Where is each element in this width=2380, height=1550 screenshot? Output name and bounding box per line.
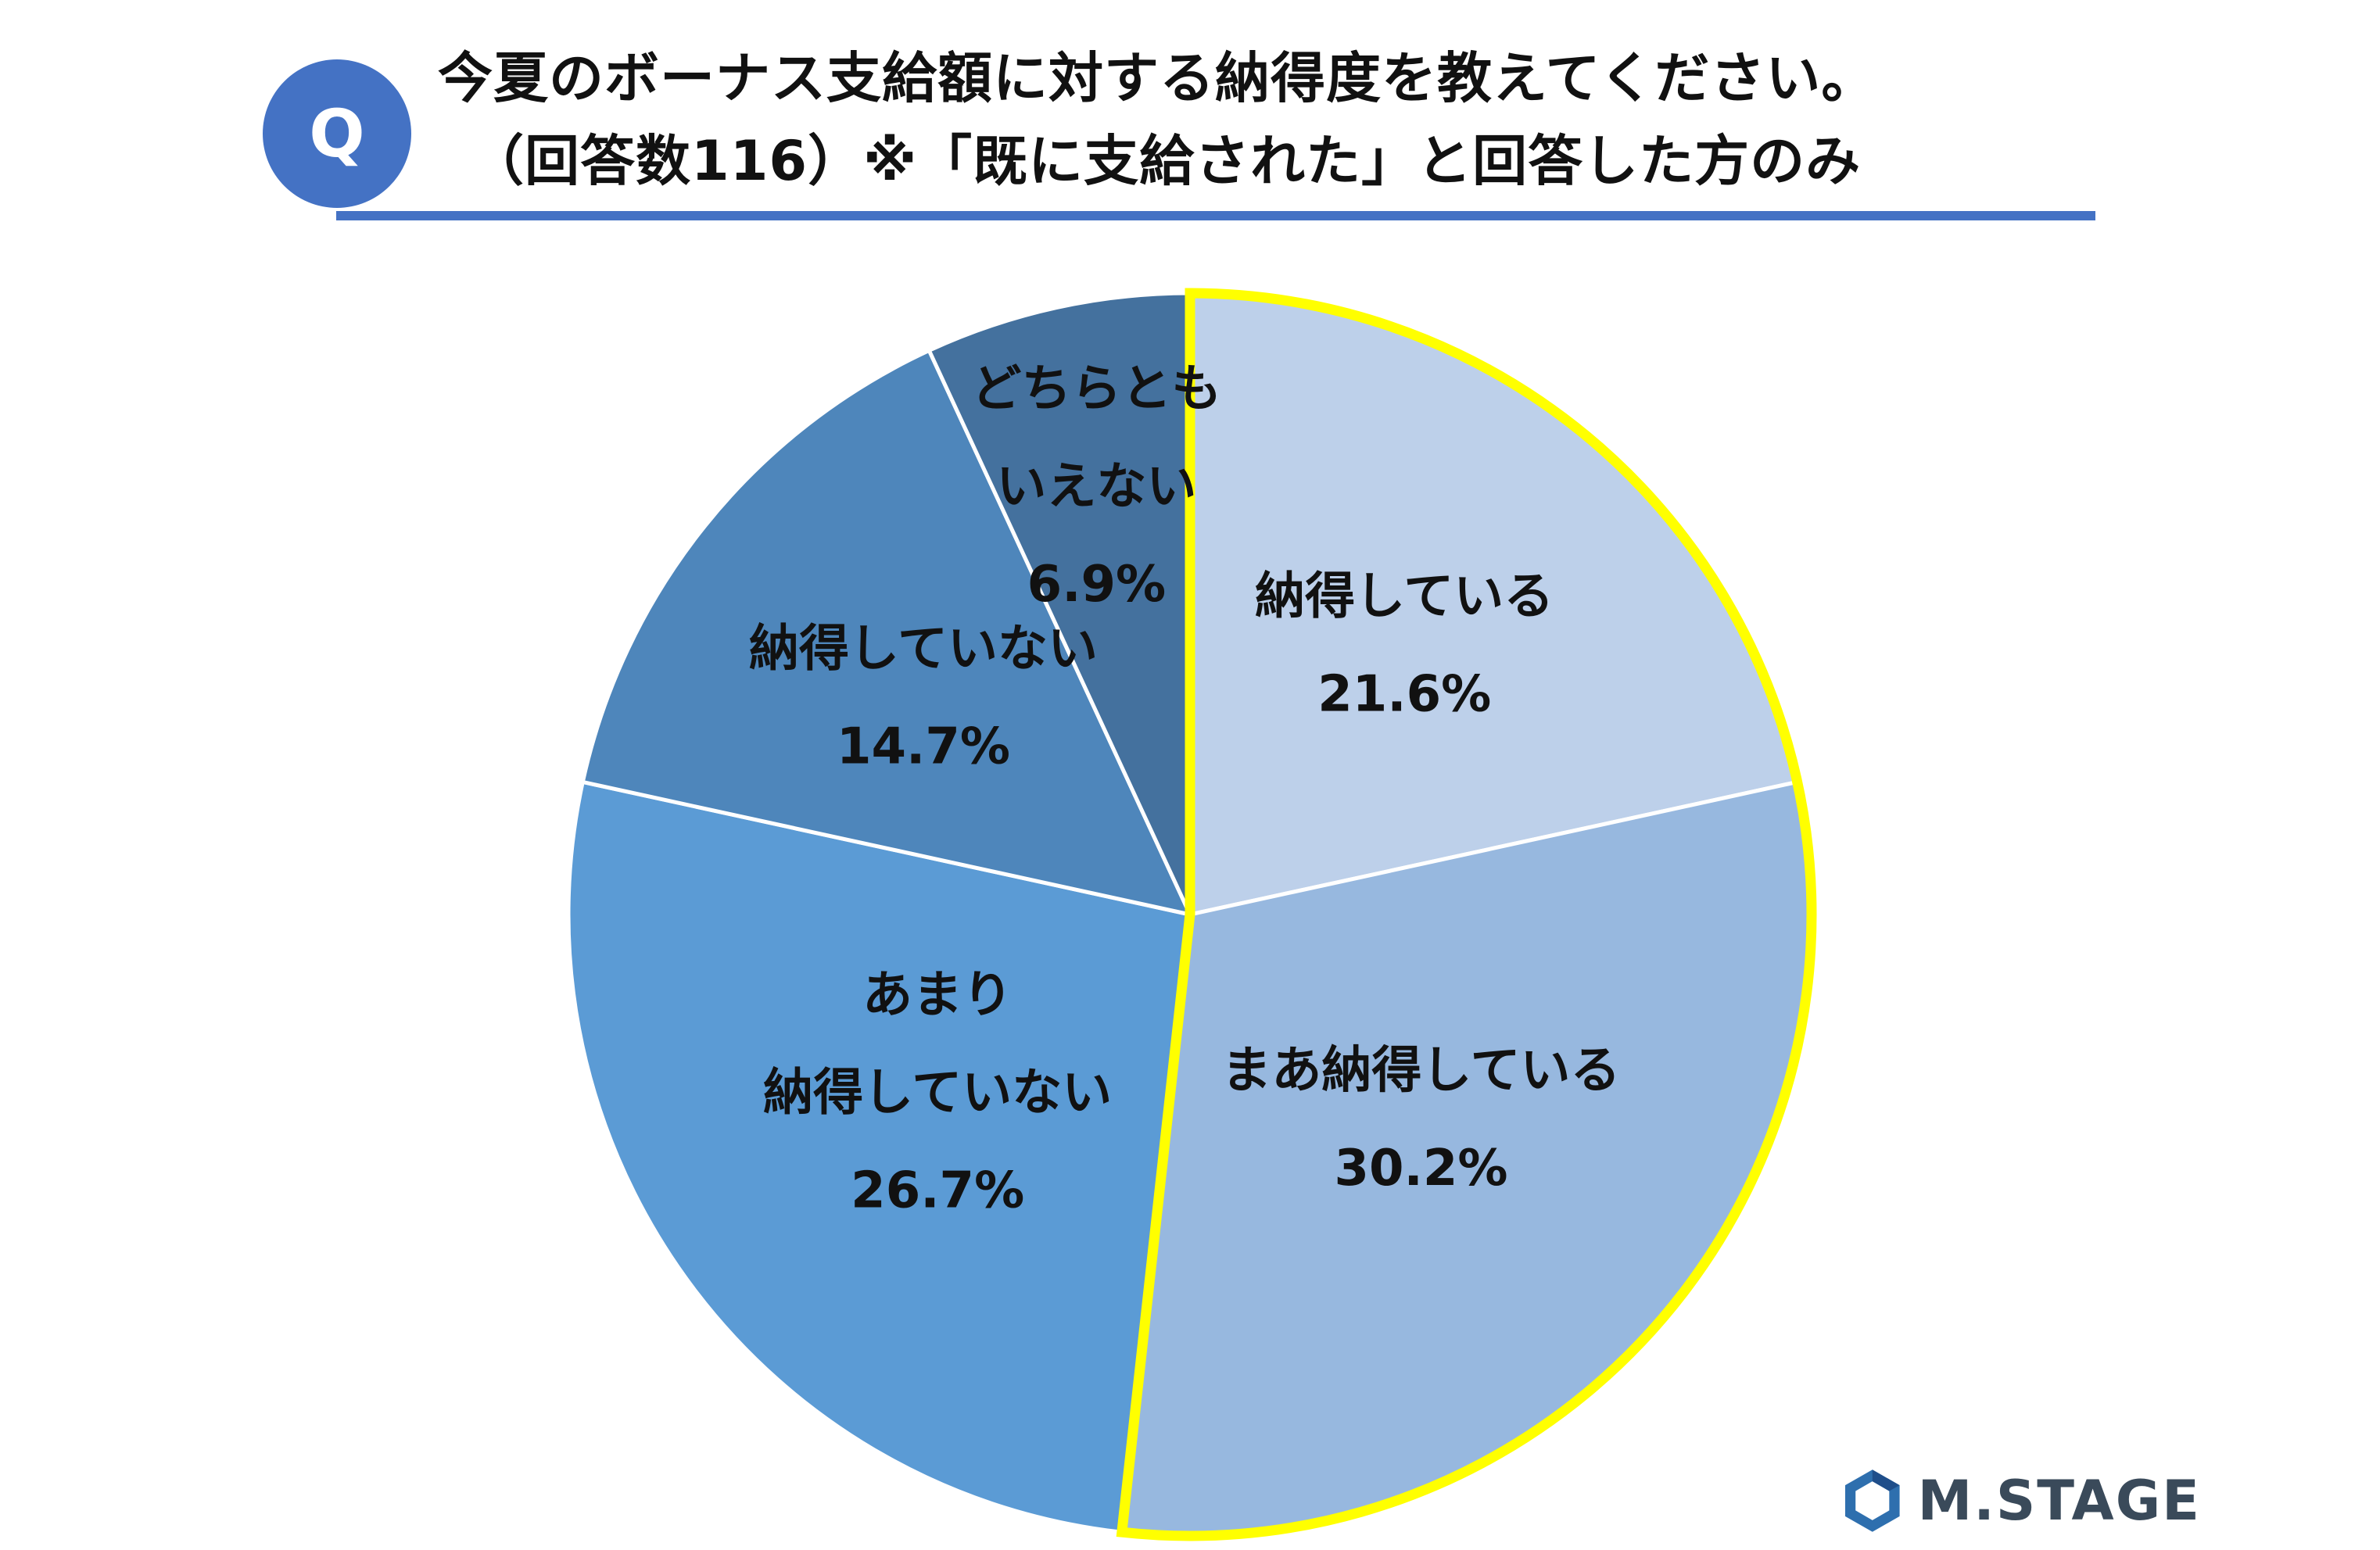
slice-category-label-4: どちらとも: [971, 360, 1221, 418]
question-badge: Q: [263, 59, 411, 208]
slice-value-label-0: 21.6%: [1317, 666, 1491, 724]
slice-value-label-4: 6.9%: [1027, 556, 1167, 614]
slice-value-label-1: 30.2%: [1334, 1140, 1507, 1197]
slice-value-label-2: 26.7%: [851, 1162, 1024, 1220]
pie-highlight: [1116, 288, 1817, 1541]
slice-category-label-2: 納得していない: [763, 1065, 1112, 1122]
pie-labels: 納得している21.6%まあ納得している30.2%あまり納得していない26.7%納…: [749, 360, 1621, 1219]
slice-category-label-2: あまり: [862, 967, 1013, 1025]
logo-text: M.STAGE: [1917, 1469, 2201, 1533]
pie-slice-4: [927, 291, 1192, 916]
slice-category-label-4: いえない: [996, 458, 1196, 516]
highlight-outline: [1116, 288, 1817, 1541]
chart-title-line1: 今夏のボーナス支給額に対する納得度を教えてください。: [438, 46, 1877, 110]
slice-value-label-3: 14.7%: [837, 718, 1010, 775]
brand-logo: M.STAGE: [1841, 1460, 2201, 1541]
logo-mark-icon: [1844, 1469, 1900, 1532]
title-underline: [336, 211, 2095, 220]
chart-title-line2: （回答数116）※「既に支給された」と回答した方のみ: [469, 129, 1862, 193]
slice-category-label-1: まあ納得している: [1221, 1042, 1620, 1100]
pie-slice-3: [580, 348, 1194, 918]
slice-category-label-3: 納得していない: [749, 620, 1098, 678]
pie-slices: [566, 291, 1814, 1538]
pie-slice-2: [566, 779, 1192, 1534]
slice-category-label-0: 納得している: [1255, 568, 1554, 626]
